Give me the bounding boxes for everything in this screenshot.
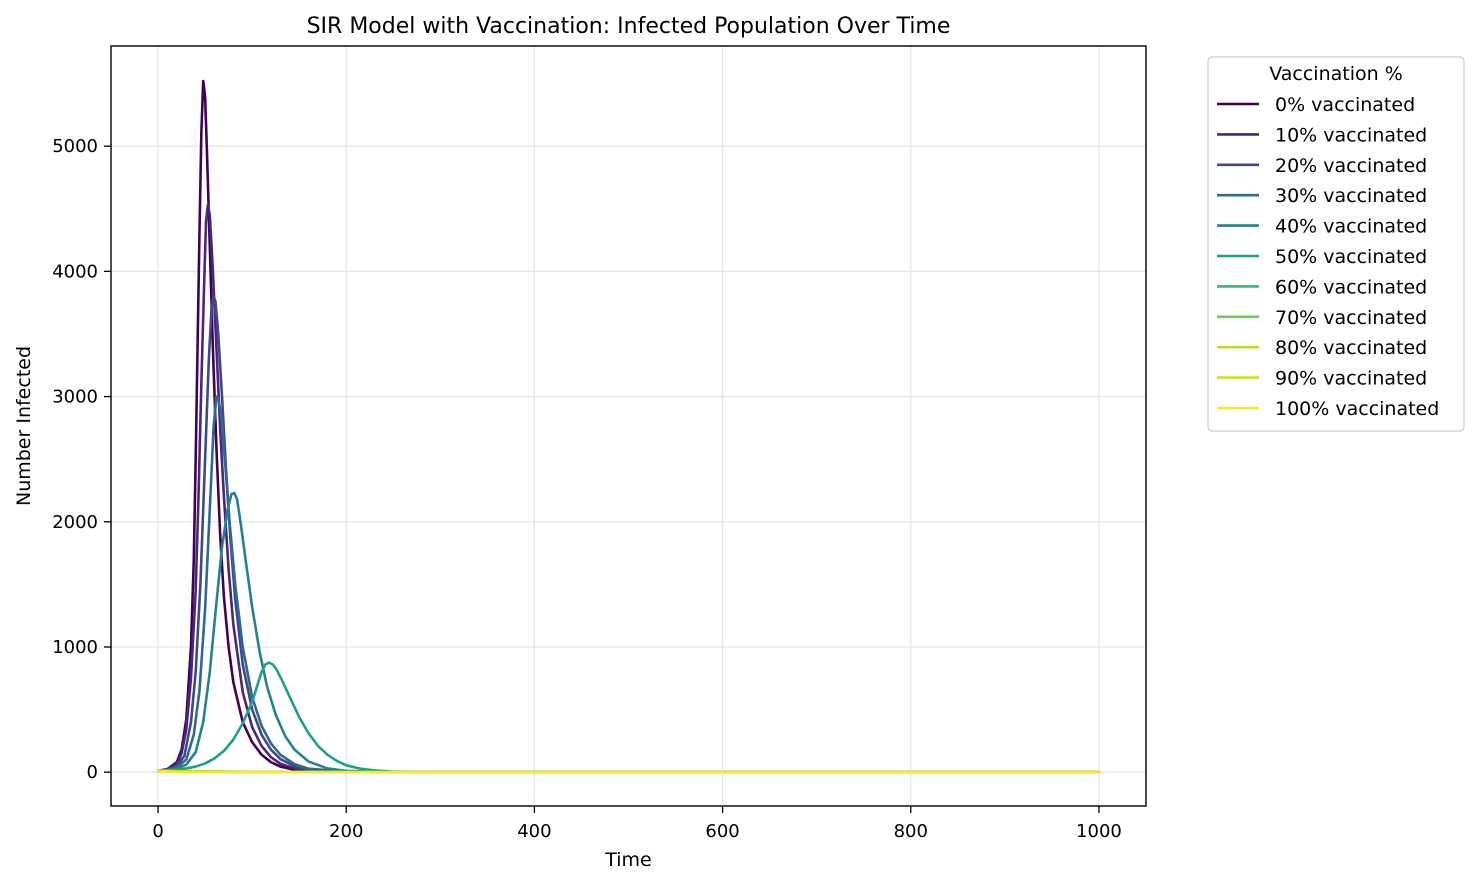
legend: Vaccination % 0% vaccinated 10% vaccinate… <box>1207 56 1465 432</box>
legend-label-0: 0% vaccinated <box>1275 94 1415 116</box>
x-tick-label-2: 400 <box>517 821 551 842</box>
x-tick-label-5: 1000 <box>1076 821 1122 842</box>
legend-label-6: 60% vaccinated <box>1275 276 1427 298</box>
legend-box <box>1207 56 1465 432</box>
legend-label-7: 70% vaccinated <box>1275 307 1427 329</box>
y-tick-label-2: 2000 <box>52 512 98 533</box>
legend-title: Vaccination % <box>1269 63 1403 85</box>
x-axis-label: Time <box>604 849 652 871</box>
legend-label-4: 40% vaccinated <box>1275 216 1427 238</box>
legend-label-9: 90% vaccinated <box>1275 368 1427 390</box>
plot-frame <box>110 45 1147 807</box>
legend-label-10: 100% vaccinated <box>1275 398 1439 420</box>
y-axis-ticks: 0 1000 2000 3000 4000 5000 <box>52 136 111 783</box>
series-line-2 <box>156 295 1101 774</box>
legend-label-2: 20% vaccinated <box>1275 155 1427 177</box>
chart-title: SIR Model with Vaccination: Infected Pop… <box>307 14 951 39</box>
x-axis-ticks: 0 200 400 600 800 1000 <box>152 806 1122 842</box>
y-tick-label-1: 1000 <box>52 637 98 658</box>
grid-lines <box>111 46 1146 806</box>
y-axis-label: Number Infected <box>13 346 35 506</box>
series-layer <box>156 79 1101 774</box>
y-tick-label-4: 4000 <box>52 261 98 282</box>
y-tick-label-5: 5000 <box>52 136 98 157</box>
series-line-10 <box>156 769 1101 774</box>
legend-label-1: 10% vaccinated <box>1275 124 1427 146</box>
x-tick-label-1: 200 <box>329 821 363 842</box>
series-line-0 <box>156 79 1101 774</box>
legend-label-5: 50% vaccinated <box>1275 246 1427 268</box>
x-tick-label-0: 0 <box>152 821 163 842</box>
series-line-5 <box>156 661 1101 774</box>
series-line-3 <box>156 395 1101 774</box>
series-line-4 <box>156 491 1101 774</box>
legend-label-3: 30% vaccinated <box>1275 185 1427 207</box>
series-line-1 <box>156 203 1101 774</box>
legend-label-8: 80% vaccinated <box>1275 337 1427 359</box>
x-tick-label-4: 800 <box>894 821 928 842</box>
y-tick-label-3: 3000 <box>52 387 98 408</box>
legend-items: 0% vaccinated 10% vaccinated 20% vaccinate… <box>1217 94 1439 420</box>
x-tick-label-3: 600 <box>705 821 739 842</box>
y-tick-label-0: 0 <box>87 762 98 783</box>
